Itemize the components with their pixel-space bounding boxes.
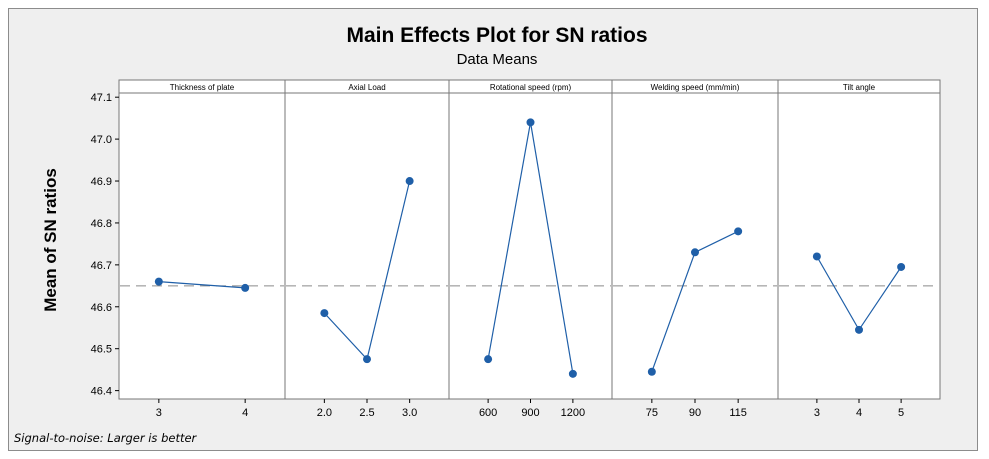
data-point xyxy=(484,355,493,364)
panel-strip-label: Thickness of plate xyxy=(170,83,235,92)
x-tick-label: 3 xyxy=(814,407,820,419)
y-axis-label: Mean of SN ratios xyxy=(41,168,60,312)
panel-plot-area xyxy=(118,92,286,400)
x-tick-label: 2.5 xyxy=(359,407,374,419)
chart-subtitle: Data Means xyxy=(457,51,538,68)
panel-4: Welding speed (mm/min) 75 90 115 xyxy=(611,79,779,419)
panel-plot-area xyxy=(611,92,779,400)
footnote: Signal-to-noise: Larger is better xyxy=(14,431,198,445)
data-point xyxy=(812,252,821,261)
data-point xyxy=(647,367,656,376)
x-tick-label: 3.0 xyxy=(402,407,417,419)
data-point xyxy=(526,118,535,127)
x-tick-label: 3 xyxy=(156,407,162,419)
x-tick-label: 600 xyxy=(479,407,497,419)
x-tick-label: 4 xyxy=(242,407,248,419)
y-tick-label: 47.0 xyxy=(91,134,112,146)
panel-5: Tilt angle 3 4 5 xyxy=(777,79,941,419)
data-point xyxy=(320,309,329,318)
y-axis: 46.4 46.5 46.6 46.7 46.8 46.9 47.0 47.1 xyxy=(91,92,119,398)
data-point xyxy=(154,277,163,286)
y-tick-label: 46.9 xyxy=(91,176,112,188)
panel-strip-label: Welding speed (mm/min) xyxy=(651,83,740,92)
panel-strip xyxy=(777,79,941,94)
panel-strip-label: Axial Load xyxy=(348,83,385,92)
x-tick-label: 1200 xyxy=(561,407,585,419)
x-tick-label: 2.0 xyxy=(317,407,332,419)
y-tick-label: 46.8 xyxy=(91,218,112,230)
panel-1: Thickness of plate 3 4 xyxy=(118,79,286,419)
chart-title: Main Effects Plot for SN ratios xyxy=(346,24,647,47)
panel-3: Rotational speed (rpm) 600 900 1200 xyxy=(448,79,613,419)
panel-plot-area xyxy=(448,92,613,400)
x-tick-label: 90 xyxy=(689,407,701,419)
data-point xyxy=(405,177,414,186)
series-line xyxy=(158,281,246,289)
data-point xyxy=(241,283,250,292)
panel-2: Axial Load 2.0 2.5 3.0 xyxy=(284,79,450,419)
data-point xyxy=(691,248,699,257)
panel-strip-label: Rotational speed (rpm) xyxy=(490,83,572,92)
data-point xyxy=(363,355,371,364)
y-tick-label: 47.1 xyxy=(91,92,112,104)
y-tick-label: 46.5 xyxy=(91,344,112,356)
data-point xyxy=(734,227,743,236)
data-point xyxy=(855,325,863,334)
y-tick-label: 46.4 xyxy=(91,386,112,398)
y-tick-label: 46.7 xyxy=(91,260,112,272)
x-tick-label: 115 xyxy=(729,407,747,419)
x-tick-label: 4 xyxy=(856,407,862,419)
x-tick-label: 900 xyxy=(521,407,539,419)
panel-plot-area xyxy=(777,92,941,400)
data-point xyxy=(897,262,906,271)
y-tick-label: 46.6 xyxy=(91,302,112,314)
x-tick-label: 5 xyxy=(898,407,904,419)
panels-layer: Thickness of plate 3 4 Axial Load 2.0 2.5 3.0 R… xyxy=(118,79,941,419)
data-point xyxy=(568,369,577,378)
panel-strip-label: Tilt angle xyxy=(843,83,876,92)
panel-plot-area xyxy=(284,92,450,400)
x-tick-label: 75 xyxy=(646,407,658,419)
